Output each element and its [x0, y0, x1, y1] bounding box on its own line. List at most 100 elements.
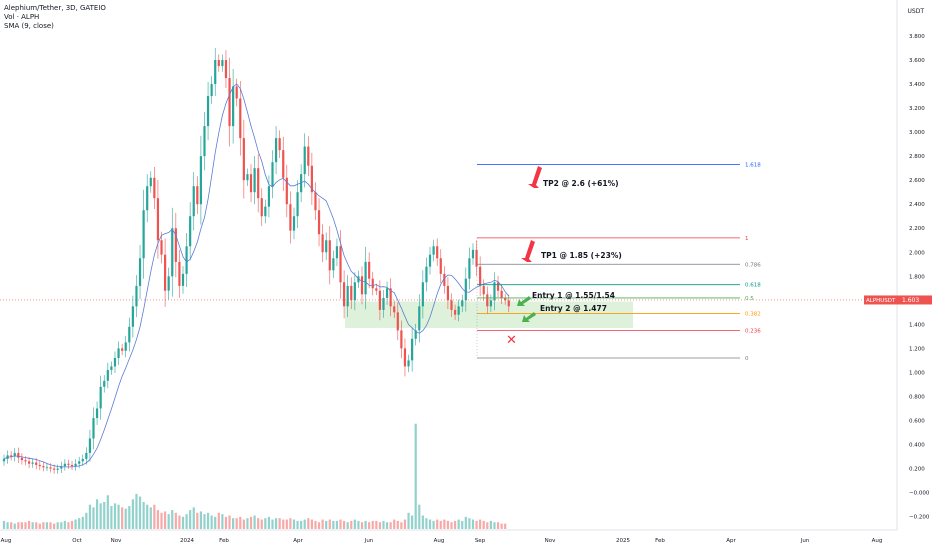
- volume-bar: [17, 522, 20, 529]
- volume-bar: [428, 519, 432, 529]
- candle-body: [113, 358, 117, 367]
- volume-bar: [486, 522, 489, 529]
- candle-body: [285, 177, 288, 205]
- candle-body: [321, 234, 324, 253]
- volume-bar: [95, 499, 99, 529]
- volume-bar: [282, 519, 285, 529]
- candle-body: [228, 78, 231, 127]
- volume-bar: [103, 502, 106, 529]
- volume-bar: [164, 511, 167, 529]
- volume-bar: [274, 518, 278, 529]
- volume-bar: [24, 522, 27, 529]
- volume-bar: [110, 506, 113, 529]
- volume-bar: [493, 522, 496, 529]
- candle-body: [78, 461, 81, 464]
- volume-bar: [393, 519, 396, 529]
- symbol-title[interactable]: Alephium/Tether, 3D, GATEIO: [4, 4, 106, 12]
- price-axis[interactable]: 3.800 3.600 3.400 3.200 3.000 2.800 2.600 2.400…: [896, 0, 930, 530]
- candle-body: [128, 326, 131, 343]
- volume-bar: [106, 495, 109, 529]
- volume-bar: [146, 504, 149, 529]
- candle-body: [332, 258, 335, 271]
- candle-body: [479, 266, 482, 286]
- candle-body: [357, 276, 360, 283]
- volume-bar: [142, 502, 145, 529]
- time-axis[interactable]: Aug Oct Nov 2024 Feb Apr Jun Aug Sep Nov 2025 Feb Ap…: [0, 529, 897, 544]
- candle-body: [131, 306, 134, 327]
- candle-body: [253, 168, 256, 193]
- candle-body: [17, 452, 20, 458]
- volume-bar: [113, 503, 117, 529]
- x-tick-label: Oct: [72, 538, 82, 544]
- price-tag-value: 1.603: [902, 297, 919, 304]
- volume-bar: [457, 519, 460, 529]
- candle-body: [339, 246, 342, 283]
- candle-body: [271, 162, 274, 187]
- candle-body: [206, 96, 210, 127]
- volume-bar: [300, 520, 303, 529]
- candle-body: [257, 168, 260, 199]
- candle-body: [436, 246, 439, 259]
- candle-body: [217, 60, 220, 67]
- volume-bar: [314, 520, 317, 529]
- volume-bar: [271, 519, 274, 529]
- candle-body: [146, 186, 149, 211]
- volume-bar: [2, 520, 6, 529]
- y-tick-label: −0.000: [909, 491, 930, 497]
- candle-body: [31, 462, 34, 464]
- tp2-arrow-icon: [528, 166, 542, 188]
- volume-bar: [371, 520, 374, 529]
- volume-bar: [453, 520, 457, 529]
- candle-body: [74, 463, 77, 467]
- x-tick-label: Nov: [545, 538, 556, 544]
- volume-bar: [328, 519, 331, 529]
- candle-body: [296, 192, 299, 217]
- candle-body: [124, 342, 127, 351]
- y-tick-label: 0.200: [909, 467, 925, 473]
- candle-body: [88, 438, 92, 453]
- currency-unit-label: USDT: [907, 8, 925, 15]
- candle-body: [496, 282, 500, 291]
- candle-body: [95, 408, 99, 419]
- sma-indicator-label[interactable]: SMA (9, close): [4, 22, 54, 30]
- volume-bar: [307, 518, 310, 529]
- volume-bar: [264, 518, 267, 529]
- volume-bar: [253, 515, 256, 529]
- volume-bar: [289, 518, 292, 529]
- y-tick-label: 3.800: [909, 34, 925, 40]
- candle-body: [411, 338, 414, 361]
- volume-bar: [479, 519, 482, 529]
- volume-bar: [411, 515, 414, 529]
- candle-body: [45, 467, 49, 469]
- volume-bar: [296, 520, 299, 529]
- volume-bar: [6, 522, 9, 529]
- candle-body: [468, 258, 471, 279]
- candle-body: [10, 455, 13, 457]
- volume-bar: [292, 519, 296, 529]
- candle-body: [414, 330, 417, 339]
- volume-bar: [343, 520, 346, 529]
- entry2-arrow-icon: [522, 312, 536, 322]
- candle-body: [110, 366, 113, 371]
- candle-body: [56, 468, 59, 470]
- volume-bar: [239, 516, 242, 529]
- y-tick-label: 0.600: [909, 418, 925, 424]
- candle-body: [475, 249, 478, 267]
- volume-bar: [246, 518, 249, 529]
- candle-body: [428, 254, 432, 267]
- volume-bar: [400, 522, 403, 529]
- volume-bar: [407, 512, 410, 529]
- volume-bar: [436, 519, 439, 529]
- candle-body: [507, 300, 510, 307]
- volume-bar: [199, 511, 202, 529]
- candle-body: [378, 290, 381, 310]
- volume-bar: [353, 519, 356, 529]
- volume-bar: [228, 515, 231, 529]
- volume-indicator-label[interactable]: Vol · ALPH: [4, 13, 40, 21]
- candle-body: [171, 228, 174, 277]
- candle-body: [260, 198, 263, 217]
- volume-bar: [464, 516, 467, 529]
- volume-bar: [357, 520, 360, 529]
- candle-body: [164, 254, 167, 291]
